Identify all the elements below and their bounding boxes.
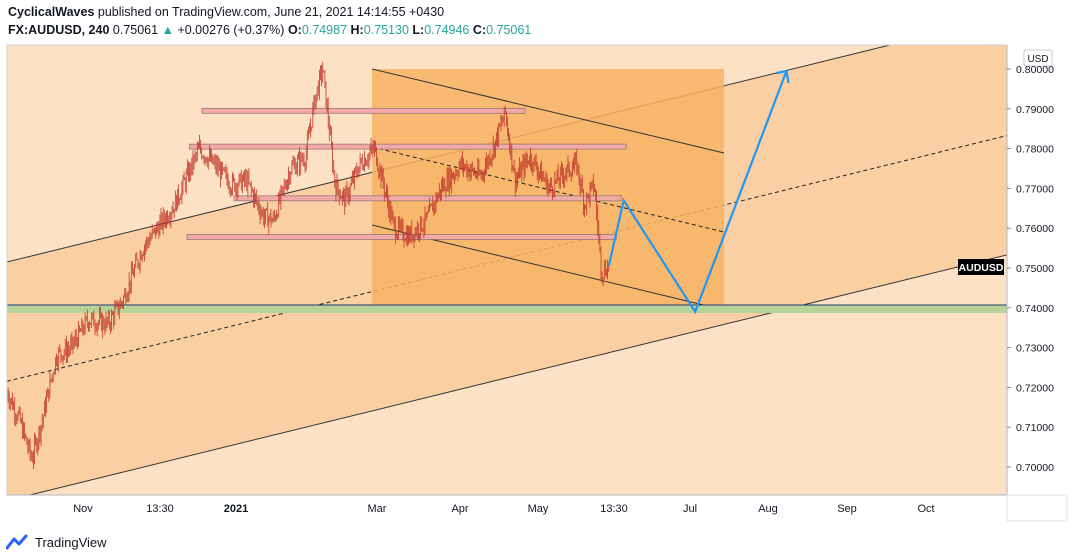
- brand-name[interactable]: TradingView: [35, 534, 107, 550]
- price-axis[interactable]: [1007, 45, 1067, 495]
- x-tick-label-4: Apr: [451, 503, 468, 515]
- channel-lower-line: [27, 254, 1007, 495]
- horizontal-level-0: [201, 107, 526, 114]
- y-tick-label-7: 0.73000: [1016, 343, 1054, 355]
- low-value: 0.74946: [424, 23, 470, 37]
- symbol-price-tag: [958, 259, 1004, 275]
- x-tick-label-7: Jul: [683, 503, 697, 515]
- plot-area[interactable]: [0, 0, 1073, 502]
- currency-label: USD: [1027, 54, 1048, 65]
- x-tick-label-6: 13:30: [600, 503, 628, 515]
- open-value: 0.74987: [301, 23, 348, 37]
- x-tick-label-8: Aug: [758, 503, 778, 515]
- chart-header: CyclicalWaves published on TradingView.c…: [8, 3, 1068, 39]
- x-tick-label-2: 2021: [224, 503, 248, 515]
- y-tick-label-2: 0.78000: [1016, 144, 1054, 156]
- horizontal-level-1: [189, 143, 627, 150]
- channel-median-line: [7, 135, 1007, 382]
- published-text: published on TradingView.com, June 21, 2…: [97, 5, 445, 19]
- projection-arrowhead: [776, 69, 790, 84]
- price-change: +0.00276 (+0.37%): [177, 23, 285, 37]
- footer: TradingView: [6, 531, 107, 553]
- x-tick-label-3: Mar: [368, 503, 387, 515]
- falling-channel-upper-line: [371, 68, 725, 154]
- close-value: 0.75061: [486, 23, 532, 37]
- horizontal-level-2: [233, 195, 622, 202]
- y-tick-label-6: 0.74000: [1016, 303, 1054, 315]
- axis-corner: [1006, 494, 1068, 522]
- x-tick-label-0: Nov: [73, 503, 93, 515]
- x-tick-label-9: Sep: [837, 503, 857, 515]
- y-tick-label-0: 0.80000: [1016, 64, 1054, 76]
- symbol-label: FX:AUDUSD, 240: [8, 23, 110, 37]
- currency-box[interactable]: [1023, 49, 1053, 67]
- support-zone: [7, 305, 1007, 313]
- high-value: 0.75130: [363, 23, 409, 37]
- x-tick-label-5: May: [528, 503, 549, 515]
- y-tick-label-1: 0.79000: [1016, 104, 1054, 116]
- high-label: H:: [350, 23, 364, 37]
- symbol-price-tag-label: AUDUSD: [959, 262, 1004, 274]
- y-tick-label-3: 0.77000: [1016, 183, 1054, 195]
- projection-path: [607, 70, 788, 315]
- open-label: O:: [287, 23, 302, 37]
- author-name[interactable]: CyclicalWaves: [8, 5, 95, 19]
- last-price: 0.75061: [112, 23, 159, 37]
- tradingview-logo-icon[interactable]: [6, 534, 30, 550]
- time-axis[interactable]: [7, 495, 1067, 521]
- up-triangle-icon: ▲: [161, 23, 174, 37]
- x-tick-label-1: 13:30: [146, 503, 174, 515]
- y-tick-label-9: 0.71000: [1016, 422, 1054, 434]
- y-tick-label-5: 0.75000: [1016, 263, 1054, 275]
- y-tick-label-10: 0.70000: [1016, 462, 1054, 474]
- price-axis-ticks: 0.80000 0.79000 0.78000 0.77000 0.76000 0.750…: [1007, 64, 1054, 474]
- y-tick-label-8: 0.72000: [1016, 382, 1054, 394]
- horizontal-level-3: [186, 234, 617, 240]
- low-label: L:: [412, 23, 425, 37]
- close-label: C:: [472, 23, 487, 37]
- candles: [7, 62, 610, 469]
- y-tick-label-4: 0.76000: [1016, 223, 1054, 235]
- ohlc-legend: FX:AUDUSD, 240 0.75061 ▲ +0.00276 (+0.37…: [8, 22, 1068, 39]
- publish-info: CyclicalWaves published on TradingView.c…: [8, 3, 1068, 22]
- falling-channel-median-line: [371, 146, 725, 233]
- time-axis-ticks: Nov 13:30 2021 Mar Apr May 13:30 Jul Aug Sep Oct: [73, 503, 934, 515]
- x-tick-label-10: Oct: [917, 503, 934, 515]
